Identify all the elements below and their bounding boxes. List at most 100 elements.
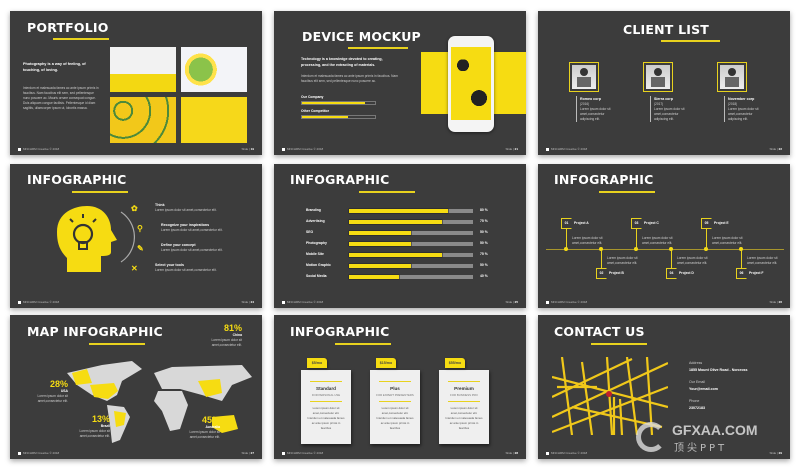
project-name: Project A xyxy=(574,221,589,225)
title-underline xyxy=(359,191,415,193)
slide-number: Slide | 28 xyxy=(505,451,518,455)
bar-label: Motion Graphic xyxy=(306,263,331,267)
timeline-dot xyxy=(599,247,603,251)
slide-title: MAP INFOGRAPHIC xyxy=(27,324,163,339)
bar-label: Social Media xyxy=(306,274,327,278)
brain-icon: ✿ xyxy=(131,204,138,213)
timeline-stem xyxy=(565,229,567,249)
bar-label: Branding xyxy=(306,208,321,212)
pricing-card[interactable]: Premium FOR BUSINESS PRO Lorem ipsum dol… xyxy=(439,370,489,444)
slide-client-list[interactable]: CLIENT LIST Romeo corp (2016) Lorem ipsu… xyxy=(538,11,790,155)
head-lightbulb-icon xyxy=(57,206,135,272)
bar-value: 50 % xyxy=(480,230,488,234)
bar-label: Mobile Site xyxy=(306,252,324,256)
map-stat: 13% Brazil Lorem ipsum dolor sit amet,co… xyxy=(79,414,110,439)
bar-fill xyxy=(349,231,411,235)
slide-infographic-bars[interactable]: INFOGRAPHIC Branding 80 % Advertising 75 … xyxy=(274,164,526,308)
slide-infographic-pricing[interactable]: INFOGRAPHIC Standard FOR PERSONAL USE Lo… xyxy=(274,315,526,459)
title-underline xyxy=(348,47,408,49)
client-info: Sierra corp (2017) Lorem ipsum dolor sit… xyxy=(650,96,692,122)
step-item: Define your concept Lorem ipsum dolor si… xyxy=(161,243,223,252)
watermark-brand: GFXAA.COM xyxy=(672,422,758,438)
timeline-stem xyxy=(670,250,672,269)
slide-title: INFOGRAPHIC xyxy=(27,172,127,187)
project-name: Project F xyxy=(749,271,764,275)
slide-number: Slide | 24 xyxy=(241,300,254,304)
pricing-card[interactable]: Plus FOR EXPERT PRESENTERS Lorem ipsum d… xyxy=(370,370,420,444)
body-text: Interdum et malesuada fames ac ante ipsu… xyxy=(301,74,398,83)
slide-title: PORTFOLIO xyxy=(27,20,109,35)
project-name: Project C xyxy=(644,221,659,225)
lead-text: Technology is a knowledge devoted to cre… xyxy=(301,57,383,67)
timeline-stem xyxy=(600,250,602,269)
slide-number: Slide | 19 xyxy=(241,147,254,151)
world-map xyxy=(67,361,252,443)
title-underline xyxy=(599,191,655,193)
timeline-stem xyxy=(635,229,637,249)
bar-track xyxy=(349,275,473,279)
edit-icon: ✎ xyxy=(137,244,144,253)
bar-value: 75 % xyxy=(480,252,488,256)
timeline-stem xyxy=(740,250,742,269)
title-underline xyxy=(53,38,109,40)
bar-fill xyxy=(349,264,411,268)
project-desc: Lorem ipsum dolor sit amet,consectetur e… xyxy=(677,256,708,265)
slide-infographic-timeline[interactable]: INFOGRAPHIC 01 Project A Lorem ipsum dol… xyxy=(538,164,790,308)
footer: MNCHRM Creative © 2018 xyxy=(546,147,587,151)
project-number: 01 xyxy=(561,218,572,229)
progress-bar xyxy=(301,101,376,105)
slide-title: INFOGRAPHIC xyxy=(290,172,390,187)
title-underline xyxy=(335,343,391,345)
slide-number: Slide | 26 xyxy=(769,300,782,304)
progress-label: Other Competitor xyxy=(301,109,330,113)
footer: MNCHRM Creative © 2018 xyxy=(546,300,587,304)
price-tag: $5/mo xyxy=(307,358,327,368)
progress-label: Our Company xyxy=(301,95,324,99)
slide-device-mockup[interactable]: DEVICE MOCKUP Technology is a knowledge … xyxy=(274,11,526,155)
footer: MNCHRM Creative © 2018 xyxy=(282,147,323,151)
footer: MNCHRM Creative © 2018 xyxy=(18,451,59,455)
slide-title: DEVICE MOCKUP xyxy=(302,29,421,44)
project-number: 02 xyxy=(596,268,607,279)
map-stat: 45% Australia Lorem ipsum dolor sit amet… xyxy=(189,415,220,440)
timeline-dot xyxy=(564,247,568,251)
client-photo xyxy=(717,62,747,92)
slide-number: Slide | 27 xyxy=(241,451,254,455)
slide-title: INFOGRAPHIC xyxy=(554,172,654,187)
photo-knife xyxy=(110,47,176,92)
bar-value: 75 % xyxy=(480,219,488,223)
client-info: November corp (2018) Lorem ipsum dolor s… xyxy=(724,96,766,122)
timeline-dot xyxy=(704,247,708,251)
slide-map-infographic[interactable]: MAP INFOGRAPHIC 81% China Lorem ipsum do… xyxy=(10,315,262,459)
footer: MNCHRM Creative © 2018 xyxy=(18,300,59,304)
footer: MNCHRM Creative © 2018 xyxy=(18,147,59,151)
bar-value: 50 % xyxy=(480,263,488,267)
bar-track xyxy=(349,231,473,235)
footer: MNCHRM Creative © 2018 xyxy=(282,300,323,304)
bar-value: 40 % xyxy=(480,274,488,278)
timeline-dot xyxy=(634,247,638,251)
bar-track xyxy=(349,253,473,257)
pricing-card[interactable]: Standard FOR PERSONAL USE Lorem ipsum do… xyxy=(301,370,351,444)
slide-number: Slide | 22 xyxy=(769,147,782,151)
photo-lemonade xyxy=(181,47,247,92)
price-tag: $55/mo xyxy=(445,358,465,368)
step-item: Select your tools Lorem ipsum dolor sit … xyxy=(155,263,217,272)
slide-title: INFOGRAPHIC xyxy=(290,324,390,339)
contact-value: Your@email.com xyxy=(689,387,719,391)
search-icon: ⚲ xyxy=(137,224,143,233)
bar-track xyxy=(349,242,473,246)
map-stat: 81% China Lorem ipsum dolor sit amet,con… xyxy=(211,323,242,348)
photo-melon xyxy=(110,97,176,143)
footer: MNCHRM Creative © 2018 xyxy=(546,451,587,455)
slide-portfolio[interactable]: PORTFOLIO Photography is a way of feelin… xyxy=(10,11,262,155)
bar-fill xyxy=(349,242,411,246)
slide-contact-us[interactable]: CONTACT US Address 1855 Mount Olive Road… xyxy=(538,315,790,459)
contact-value: 1855 Mount Olive Road - Norcross xyxy=(689,368,748,372)
bar-track xyxy=(349,209,473,213)
project-number: 06 xyxy=(736,268,747,279)
watermark-sub: 顶尖PPT xyxy=(674,443,728,454)
slide-infographic-head[interactable]: INFOGRAPHIC ✿ Think Lorem ipsum dolor si… xyxy=(10,164,262,308)
phone-screen xyxy=(451,47,491,120)
step-item: Recognize your inspirations Lorem ipsum … xyxy=(161,223,223,232)
